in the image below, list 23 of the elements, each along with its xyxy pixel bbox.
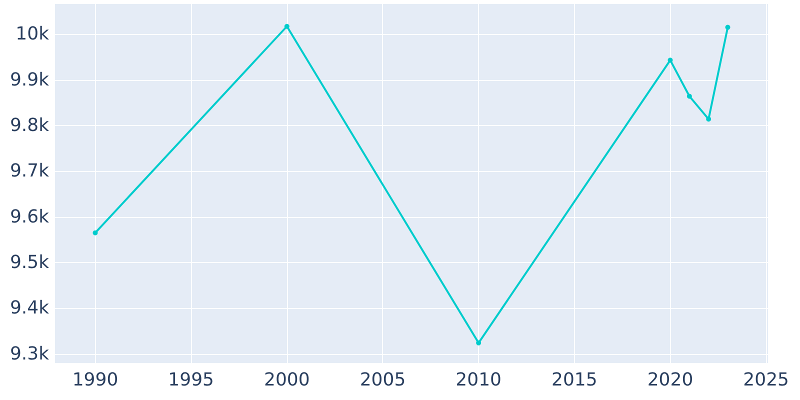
y-tick-label: 9.6k bbox=[10, 206, 50, 228]
point bbox=[706, 116, 712, 122]
x-tick-label: 2025 bbox=[743, 370, 789, 390]
y-tick-label: 9.7k bbox=[10, 160, 50, 182]
point bbox=[668, 58, 673, 63]
x-tick-label: 2000 bbox=[264, 370, 310, 390]
x-tick-label: 2010 bbox=[456, 370, 502, 390]
x-tick-label: 1995 bbox=[168, 370, 214, 390]
x-tick-label: 2020 bbox=[647, 370, 694, 390]
point bbox=[686, 94, 692, 99]
point bbox=[476, 340, 482, 346]
y-tick-label: 9.9k bbox=[10, 69, 50, 90]
y-tick-label: 9.5k bbox=[10, 252, 50, 274]
x-tick-label: 2005 bbox=[360, 370, 406, 390]
point bbox=[92, 230, 98, 236]
y-tick-label: 9.3k bbox=[10, 343, 50, 364]
point bbox=[725, 24, 730, 30]
y-tick-label: 9.8k bbox=[10, 114, 50, 136]
y-tick-label: 10k bbox=[16, 24, 50, 45]
point bbox=[284, 24, 290, 29]
y-tick-label: 9.4k bbox=[10, 298, 50, 319]
x-tick-label: 2015 bbox=[552, 370, 598, 390]
x-tick-label: 1990 bbox=[72, 370, 118, 390]
